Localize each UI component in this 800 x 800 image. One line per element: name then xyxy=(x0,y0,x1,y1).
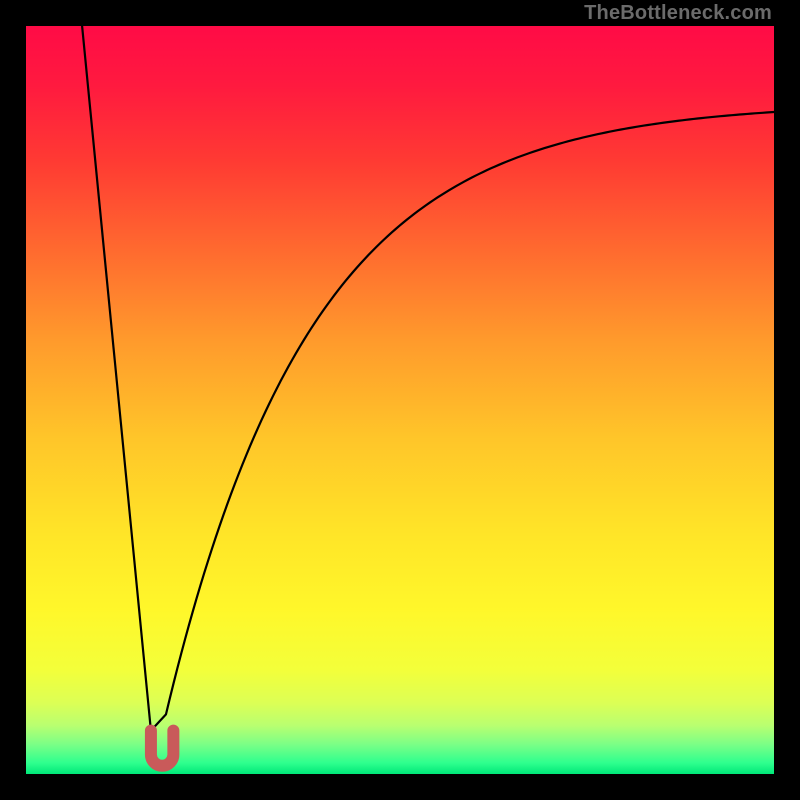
watermark-text: TheBottleneck.com xyxy=(584,2,772,25)
bottleneck-curve xyxy=(82,26,774,731)
curve-layer xyxy=(26,26,774,774)
plot-area xyxy=(26,26,774,774)
chart-frame: TheBottleneck.com xyxy=(0,0,800,800)
valley-marker xyxy=(151,731,173,766)
